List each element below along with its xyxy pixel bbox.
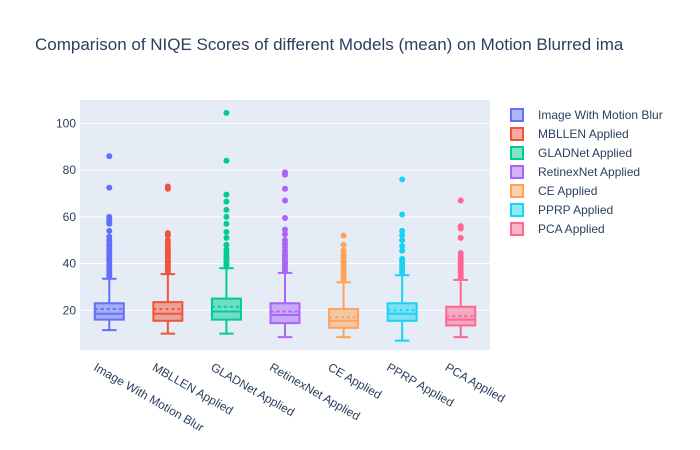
outlier-point [457, 250, 464, 257]
outlier-point [223, 246, 230, 253]
legend-swatch [510, 203, 524, 217]
box-body [328, 308, 360, 329]
outlier-point [164, 237, 171, 244]
x-tick-label: Image With Motion Blur [91, 360, 206, 434]
box-2[interactable] [152, 183, 184, 335]
legend-item[interactable]: PCA Applied [510, 222, 605, 236]
box-7[interactable] [445, 197, 477, 339]
legend-label: PCA Applied [538, 222, 605, 236]
y-tick-label: 60 [63, 210, 77, 224]
legend[interactable]: Image With Motion Blur MBLLEN Applied GLAD… [510, 108, 663, 236]
outlier-point [106, 233, 113, 240]
outlier-point [223, 229, 230, 236]
chart-title: Comparison of NIQE Scores of different M… [35, 35, 624, 54]
legend-label: PPRP Applied [538, 203, 613, 217]
outlier-point [399, 232, 406, 239]
legend-swatch [510, 127, 524, 141]
box-body [269, 302, 301, 325]
outlier-point [106, 227, 113, 234]
legend-label: Image With Motion Blur [538, 108, 663, 122]
outlier-point [223, 241, 230, 248]
outlier-point [399, 255, 406, 262]
outlier-point [457, 197, 464, 204]
outlier-point [164, 183, 171, 190]
legend-item[interactable]: Image With Motion Blur [510, 108, 663, 122]
outlier-point [282, 237, 288, 244]
legend-item[interactable]: CE Applied [510, 184, 597, 198]
box-1[interactable] [93, 153, 125, 332]
legend-swatch [510, 146, 524, 160]
outlier-point [282, 185, 288, 192]
outlier-point [399, 237, 406, 244]
outlier-point [106, 184, 113, 191]
outlier-point [282, 231, 288, 238]
y-tick-label: 80 [63, 163, 77, 177]
outlier-point [223, 157, 230, 164]
y-tick-label: 40 [63, 257, 77, 271]
outlier-point [399, 243, 406, 250]
box-3[interactable] [210, 109, 242, 335]
legend-label: GLADNet Applied [538, 146, 632, 160]
legend-swatch [510, 108, 524, 122]
outlier-point [164, 230, 171, 237]
legend-label: CE Applied [538, 184, 597, 198]
outlier-point [223, 234, 230, 241]
box-series [93, 109, 477, 342]
outlier-point [282, 214, 288, 221]
outlier-point [282, 226, 288, 233]
legend-label: MBLLEN Applied [538, 127, 629, 141]
outlier-point [340, 247, 347, 254]
box-body [210, 297, 242, 321]
legend-label: RetinexNet Applied [538, 165, 640, 179]
legend-item[interactable]: MBLLEN Applied [510, 127, 629, 141]
outlier-point [340, 241, 347, 248]
y-tick-label: 100 [56, 116, 76, 130]
outlier-point [223, 220, 230, 227]
box-4[interactable] [269, 169, 301, 339]
outlier-point [399, 176, 406, 183]
legend-item[interactable]: PPRP Applied [510, 203, 613, 217]
legend-swatch [510, 165, 524, 179]
outlier-point [282, 197, 288, 204]
legend-item[interactable]: RetinexNet Applied [510, 165, 640, 179]
y-tick-label: 20 [63, 303, 77, 317]
outlier-point [223, 206, 230, 213]
outlier-point [457, 234, 464, 241]
outlier-point [223, 109, 230, 116]
legend-item[interactable]: GLADNet Applied [510, 146, 632, 160]
legend-swatch [510, 222, 524, 236]
outlier-point [223, 213, 230, 220]
outlier-point [399, 227, 406, 234]
box-body [386, 302, 418, 322]
legend-swatch [510, 184, 524, 198]
y-axis-ticks: 20 40 60 80 100 [56, 116, 76, 317]
outlier-point [282, 169, 288, 176]
outlier-point [340, 232, 347, 239]
box-body [93, 302, 125, 321]
outlier-point [399, 211, 406, 218]
outlier-point [223, 191, 230, 198]
box-5[interactable] [328, 232, 360, 339]
outlier-point [223, 198, 230, 205]
outlier-point [106, 153, 113, 160]
outlier-point [399, 247, 406, 254]
box-6[interactable] [386, 176, 418, 342]
box-body [152, 301, 184, 322]
outlier-point [457, 223, 464, 230]
outlier-point [106, 213, 113, 220]
